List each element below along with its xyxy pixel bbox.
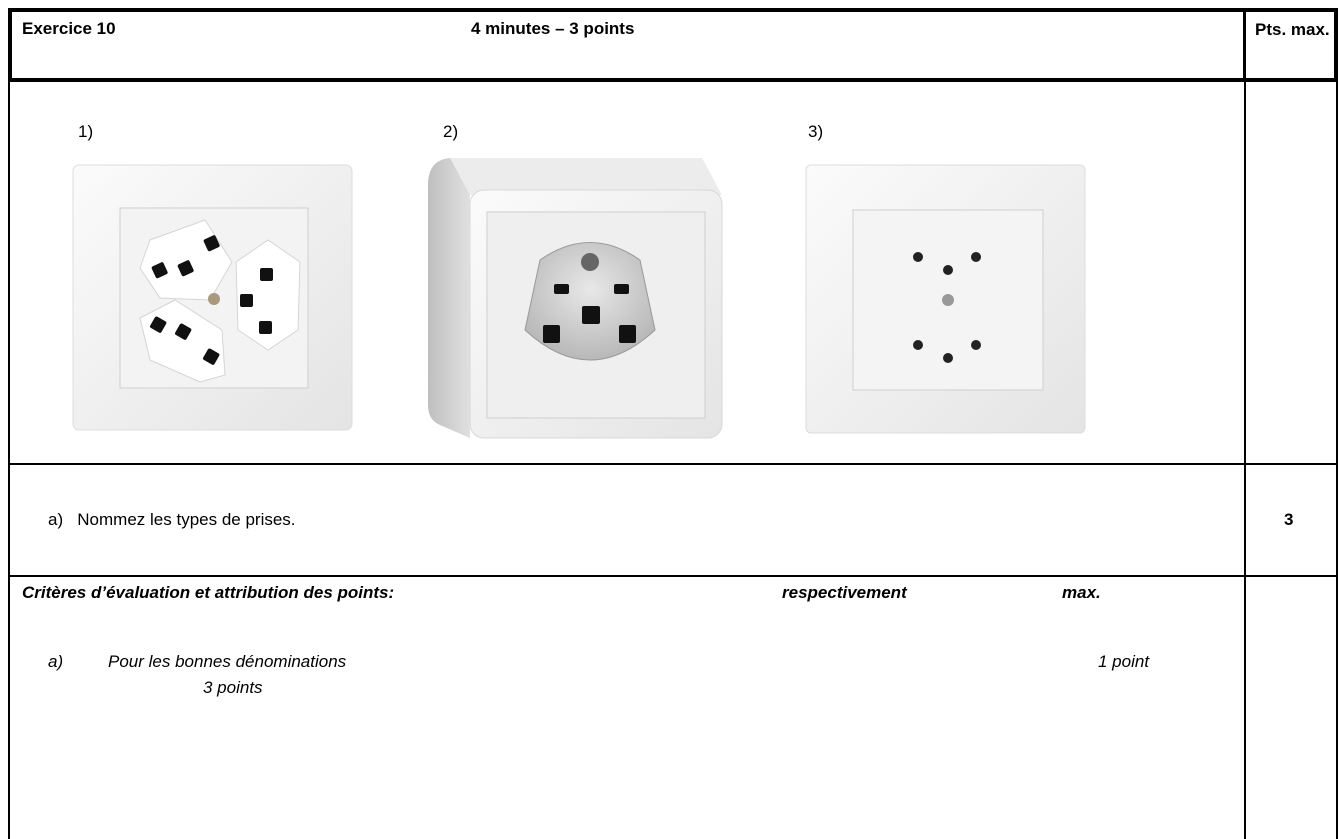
exercise-duration: 4 minutes – 3 points: [471, 19, 634, 39]
criteria-item-text: Pour les bonnes dénominations: [108, 652, 346, 672]
question-points: 3: [1284, 510, 1293, 530]
image-label: 1): [78, 122, 93, 142]
criteria-item-max: 3 points: [203, 678, 263, 698]
socket-2: [428, 158, 722, 438]
criteria-item-each: 1 point: [1098, 652, 1149, 672]
header-divider: [1243, 8, 1246, 82]
row-divider: [8, 575, 1338, 577]
left-border: [8, 82, 10, 839]
image-label: 3): [808, 122, 823, 142]
right-border: [1336, 82, 1338, 839]
exercise-title: Exercice 10: [22, 19, 116, 39]
criteria-column: max.: [1062, 583, 1101, 603]
row-divider: [8, 463, 1338, 465]
points-header: Pts. max.: [1255, 19, 1335, 40]
column-divider: [1244, 82, 1246, 839]
image-label: 2): [443, 122, 458, 142]
page: Exercice 10 4 minutes – 3 points Pts. ma…: [0, 0, 1341, 839]
socket-3: [806, 165, 1085, 433]
socket-1: [73, 165, 352, 430]
criteria-title: Critères d’évaluation et attribution des…: [22, 583, 394, 603]
criteria-column: respectivement: [782, 583, 907, 603]
socket-illustrations: [0, 0, 1341, 839]
question-text: a) Nommez les types de prises.: [48, 510, 296, 530]
criteria-item-label: a): [48, 652, 63, 672]
header-box: [8, 8, 1338, 82]
